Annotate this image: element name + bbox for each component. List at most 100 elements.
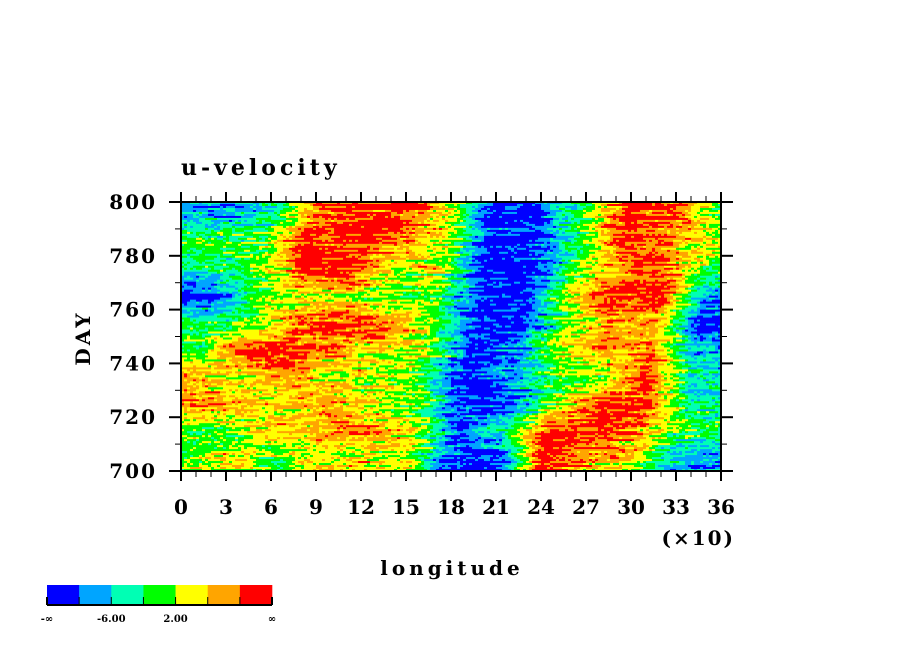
heatmap-cell: [208, 209, 215, 213]
heatmap-cell: [262, 273, 290, 277]
heatmap-cell: [484, 309, 494, 312]
heatmap-cell: [553, 237, 569, 241]
heatmap-cell: [250, 263, 257, 267]
heatmap-cell: [595, 359, 608, 362]
heatmap-cell: [223, 207, 236, 211]
heatmap-cell: [679, 257, 683, 261]
heatmap-cell: [214, 243, 239, 247]
heatmap-cell: [559, 207, 566, 211]
heatmap-cell: [544, 327, 548, 330]
heatmap-cell: [295, 265, 329, 269]
heatmap-cell: [256, 321, 263, 324]
heatmap-cell: [580, 309, 590, 312]
heatmap-cell: [223, 273, 230, 277]
heatmap-cell: [466, 301, 470, 305]
heatmap-cell: [667, 233, 680, 237]
heatmap-cell: [673, 325, 677, 328]
heatmap-cell: [244, 257, 251, 261]
heatmap-cell: [547, 213, 557, 217]
heatmap-cell: [340, 281, 356, 285]
heatmap-cell: [565, 239, 572, 243]
heatmap-cell: [283, 315, 290, 318]
heatmap-cell: [223, 221, 230, 225]
heatmap-cell: [463, 227, 473, 231]
heatmap-cell: [706, 281, 710, 285]
heatmap-cell: [184, 265, 194, 269]
heatmap-cell: [583, 351, 599, 354]
heatmap-cell: [439, 319, 452, 322]
heatmap-cell: [445, 311, 449, 314]
heatmap-cell: [565, 259, 569, 263]
heatmap-cell: [520, 259, 554, 263]
heatmap-cell: [283, 285, 296, 289]
heatmap-cell: [277, 293, 284, 297]
heatmap-cell: [214, 339, 239, 342]
heatmap-cell: [409, 355, 413, 358]
heatmap-cell: [247, 317, 254, 320]
heatmap-cell: [541, 335, 563, 338]
heatmap-cell: [601, 283, 626, 287]
heatmap-cell: [328, 317, 341, 320]
heatmap-cell: [646, 211, 650, 215]
heatmap-cell: [382, 239, 404, 243]
heatmap-cell: [544, 289, 548, 293]
heatmap-cell: [193, 333, 197, 336]
heatmap-cell: [181, 321, 194, 324]
heatmap-cell: [649, 291, 653, 295]
heatmap-cell: [448, 227, 455, 231]
heatmap-cell: [673, 337, 677, 340]
heatmap-cell: [709, 285, 719, 289]
heatmap-cell: [640, 341, 653, 344]
heatmap-cell: [406, 247, 410, 251]
heatmap-cell: [544, 321, 548, 324]
heatmap-cell: [652, 369, 659, 372]
heatmap-cell: [451, 265, 458, 269]
heatmap-cell: [460, 203, 479, 207]
heatmap-cell: [568, 219, 581, 223]
heatmap-cell: [268, 329, 281, 332]
heatmap-cell: [673, 293, 689, 297]
heatmap-cell: [646, 347, 650, 350]
heatmap-cell: [277, 213, 281, 217]
heatmap-cell: [472, 295, 500, 299]
heatmap-cell: [700, 309, 722, 312]
heatmap-cell: [370, 289, 377, 293]
heatmap-cell: [457, 285, 464, 289]
heatmap-cell: [718, 325, 722, 328]
heatmap-cell: [376, 367, 380, 370]
heatmap-cell: [505, 341, 512, 344]
heatmap-cell: [655, 353, 659, 356]
heatmap-cell: [577, 255, 590, 259]
heatmap-cell: [574, 217, 593, 221]
heatmap-cell: [244, 281, 260, 285]
heatmap-cell: [670, 221, 683, 225]
heatmap-cell: [472, 202, 488, 205]
heatmap-cell: [709, 293, 713, 297]
heatmap-cell: [538, 371, 542, 374]
heatmap-cell: [247, 337, 269, 340]
heatmap-cell: [190, 249, 194, 253]
heatmap-cell: [403, 347, 413, 350]
heatmap-cell: [244, 343, 254, 346]
heatmap-cell: [508, 361, 518, 364]
heatmap-cell: [367, 337, 371, 340]
heatmap-cell: [682, 323, 689, 326]
heatmap-cell: [682, 202, 698, 205]
heatmap-cell: [448, 351, 452, 354]
heatmap-cell: [541, 363, 554, 366]
heatmap-cell: [553, 269, 557, 273]
heatmap-cell: [190, 357, 197, 360]
heatmap-cell: [556, 233, 578, 237]
heatmap-cell: [616, 299, 620, 303]
heatmap-cell: [463, 285, 470, 289]
heatmap-cell: [394, 373, 398, 376]
heatmap-cell: [562, 301, 566, 305]
heatmap-cell: [358, 321, 362, 324]
heatmap-cell: [556, 271, 560, 275]
heatmap-cell: [457, 207, 467, 211]
heatmap-cell: [397, 299, 413, 303]
heatmap-cell: [655, 335, 683, 338]
heatmap-cell: [319, 307, 329, 310]
heatmap-cell: [244, 269, 251, 273]
heatmap-cell: [247, 323, 251, 326]
